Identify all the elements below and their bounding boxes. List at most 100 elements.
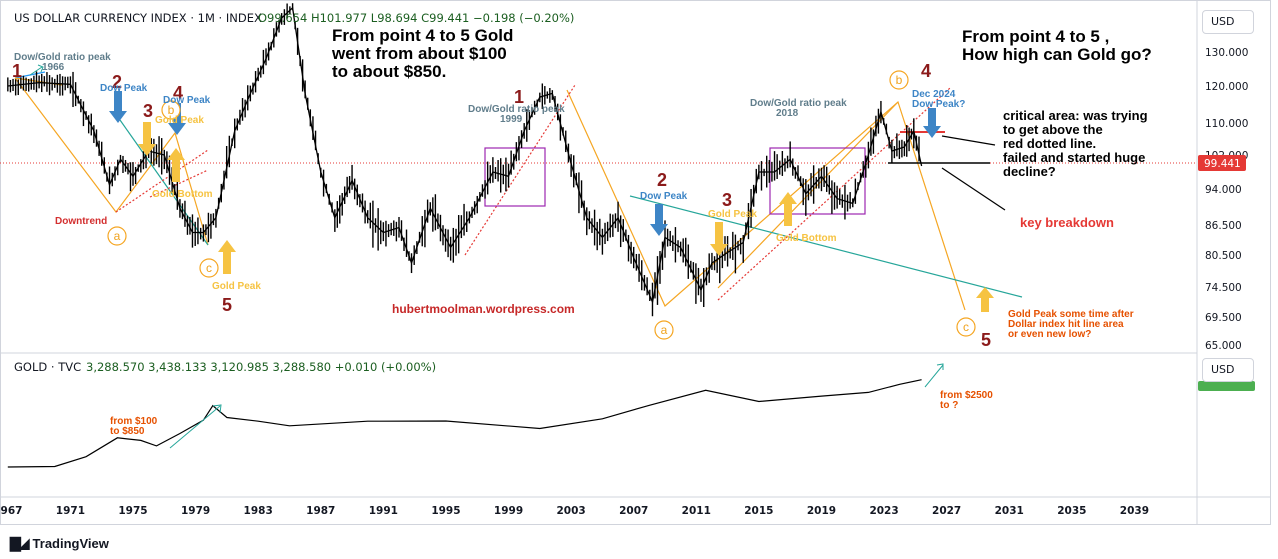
dotted-trend-1990s (464, 84, 576, 256)
label-dow-gold-ratio: Dow/Gold ratio peak (750, 98, 847, 109)
x-tick-label: 2003 (557, 505, 586, 517)
x-tick-label: 1979 (181, 505, 210, 517)
wave-abc-right (566, 89, 966, 311)
note-gold-from-100: from $100 (110, 416, 158, 427)
box-1999 (484, 147, 546, 207)
note-critical-3: red dotted line. (1003, 136, 1096, 151)
note-question-line1: From point 4 to 5 , (962, 27, 1109, 46)
note-gold-to-850: to $850 (110, 426, 145, 437)
y-tick-label: 94.000 (1205, 184, 1242, 196)
note-gold-move-line1: From point 4 to 5 Gold (332, 26, 513, 45)
note-gold-move-line3: to about $850. (332, 62, 446, 81)
arrow-markers (29, 64, 994, 449)
wave-number: 3 (722, 190, 732, 210)
symbol-title: US DOLLAR CURRENCY INDEX · 1M · INDEX (14, 11, 262, 25)
yellow-arrow-up-icon (779, 192, 797, 226)
wave-circles (107, 70, 976, 340)
teal-arrow-icon (29, 64, 44, 76)
wave-circle-b-right (889, 70, 909, 90)
x-tick-label: 2023 (869, 505, 898, 517)
y-tick-label: 120.000 (1205, 81, 1248, 93)
blue-arrow-down-icon (650, 204, 668, 236)
yellow-arrow-up-icon (167, 148, 185, 182)
label-dow-peak: Dow Peak? (912, 99, 965, 110)
wave-number: 1 (514, 87, 524, 107)
wave-abc-left (14, 77, 209, 246)
gold-price-tag (1198, 381, 1255, 391)
x-tick-label: 2011 (682, 505, 711, 517)
wave-circle-b-left (161, 100, 181, 120)
currency-button-bottom[interactable]: USD (1202, 358, 1254, 382)
gold-teal-arrow-icon (924, 363, 944, 388)
website-label: hubertmoolman.wordpress.com (392, 302, 575, 316)
tradingview-logo[interactable]: ▇◢ TradingView (10, 535, 109, 552)
wave-number: 5 (981, 330, 991, 350)
x-tick-label: 1995 (431, 505, 460, 517)
blue-arrow-down-icon (923, 108, 941, 138)
wave-letter-b: b (896, 73, 903, 87)
gold-wave-dotted (149, 169, 209, 198)
x-tick-label: 1975 (118, 505, 147, 517)
x-tick-label: 2039 (1120, 505, 1149, 517)
x-tick-label: 1983 (244, 505, 273, 517)
note-critical-5: decline? (1003, 164, 1056, 179)
wave-letter-c: c (963, 320, 969, 334)
x-tick-label: 2035 (1057, 505, 1086, 517)
wave-letter-a: a (661, 323, 668, 337)
last-price-tag (1198, 155, 1246, 171)
wave-number: 3 (143, 101, 153, 121)
blue-arrow-down-icon (168, 103, 186, 135)
wave-circle-a-right (654, 320, 674, 340)
note-key-breakdown: key breakdown (1020, 215, 1114, 230)
wave-letters: a b c a b c (114, 73, 969, 337)
x-tick-label: 1971 (56, 505, 85, 517)
x-axis-ticks: 1967 1971 1975 1979 1983 1987 1991 1995 1999 2003… (0, 505, 1149, 517)
wave-number: 4 (921, 61, 931, 81)
label-dec-2024: Dec 2024 (912, 89, 956, 100)
y-tick-label: 86.500 (1205, 220, 1242, 232)
label-dow-gold-ratio: Dow/Gold ratio peak (14, 52, 111, 63)
x-tick-label: 2031 (995, 505, 1024, 517)
label-dow-peak: Dow Peak (100, 83, 148, 94)
y-axis-ticks: 65.00069.50074.50080.50086.50094.000102.… (1205, 47, 1248, 352)
x-tick-label: 1987 (306, 505, 335, 517)
ohlc-values: O99.654 H101.977 L98.694 C99.441 −0.198 … (258, 11, 574, 25)
yellow-arrow-up-icon (218, 240, 236, 274)
wave-number: 4 (173, 83, 183, 103)
note-gold-from-2500: from $2500 (940, 390, 993, 401)
wave-letter-a: a (114, 229, 121, 243)
label-gold-peak: Gold Peak (708, 209, 757, 220)
note-gold-move-line2: went from about $100 (331, 44, 507, 63)
wave-number: 1 (12, 61, 22, 81)
wave-annotations (14, 71, 1023, 311)
currency-button-top[interactable]: USD (1202, 10, 1254, 34)
pointer-critical (941, 135, 996, 146)
note-critical-2: to get above the (1003, 122, 1103, 137)
dxy-series-line (7, 6, 923, 305)
gold-symbol-title: GOLD · TVC (14, 360, 81, 374)
gold-values: 3,288.570 3,438.133 3,120.985 3,288.580 … (86, 360, 436, 374)
y-tick-label: 69.500 (1205, 312, 1242, 324)
y-tick-label: 65.000 (1205, 340, 1242, 352)
gold-teal-arrow-icon (169, 404, 222, 449)
wave-letter-c: c (206, 261, 212, 275)
x-tick-label: 2015 (744, 505, 773, 517)
last-price-text: 99.441 (1204, 158, 1241, 170)
label-gold-peak: Gold Peak (155, 115, 204, 126)
label-gold-peak: Gold Peak (212, 281, 261, 292)
wave-circle-c-right (956, 317, 976, 337)
x-tick-label: 1991 (369, 505, 398, 517)
label-dow-gold-year: 1966 (42, 62, 65, 73)
wave-circle-a-left (107, 226, 127, 246)
wave-letter-b: b (168, 103, 175, 117)
note-question-line2: How high can Gold go? (962, 45, 1152, 64)
yellow-arrow-down-icon (710, 222, 728, 256)
label-gold-bottom: Gold Bottom (152, 189, 213, 200)
teal-trend-right (629, 195, 1023, 298)
yellow-arrow-down-icon (138, 122, 156, 156)
tradingview-brand: TradingView (32, 536, 109, 551)
yellow-arrow-up-icon (976, 287, 994, 312)
x-tick-label: 1967 (0, 505, 22, 517)
label-dow-gold-year: 2018 (776, 108, 799, 119)
